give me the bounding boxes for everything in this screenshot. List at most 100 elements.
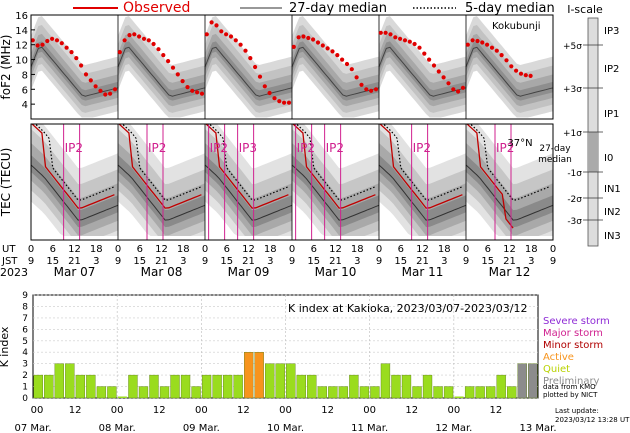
foF2-observed-point xyxy=(161,53,166,58)
tec-observed-line xyxy=(31,124,115,209)
k-xtick-label: 12 xyxy=(153,405,166,416)
i-level-label: IP1 xyxy=(604,109,619,120)
day-label: Mar 10 xyxy=(315,265,357,279)
tec-range-band xyxy=(31,155,118,228)
k-legend-item: Preliminary xyxy=(543,376,600,387)
k-index-bar xyxy=(86,374,96,399)
foF2-range-band xyxy=(205,41,292,101)
k-index-bar xyxy=(191,386,201,399)
sigma-label: +1σ xyxy=(563,129,582,139)
jst-tick-label: 3 xyxy=(180,256,186,267)
k-index-bar xyxy=(528,363,538,399)
last-update-line1: Last update: xyxy=(555,407,599,415)
tec-range-band xyxy=(379,155,466,228)
foF2-ytick-label: 14 xyxy=(15,26,28,37)
foF2-observed-point xyxy=(340,57,345,62)
foF2-ytick-label: 6 xyxy=(22,85,28,96)
k-index-bar xyxy=(222,374,233,399)
foF2-observed-point xyxy=(417,45,422,50)
k-xtick-label: 12 xyxy=(237,405,250,416)
tec-range-band xyxy=(118,155,205,228)
day-label: Mar 09 xyxy=(228,265,270,279)
latitude-label: 37°N xyxy=(507,138,532,149)
k-ytick-label: 8 xyxy=(22,302,28,312)
k-xtick-label: 00 xyxy=(279,405,292,416)
foF2-observed-point xyxy=(296,35,301,40)
foF2-ytick-label: 16 xyxy=(15,11,28,22)
foF2-observed-point xyxy=(103,92,108,97)
foF2-27day-median-line xyxy=(291,46,380,97)
k-legend-item: Quiet xyxy=(543,364,570,375)
ut-tick-label: 6 xyxy=(398,244,404,255)
k-xtick-label: 00 xyxy=(447,405,460,416)
jst-axis-label: JST xyxy=(1,256,18,267)
foF2-observed-point xyxy=(480,40,485,45)
foF2-observed-point xyxy=(325,46,330,51)
k-xtick-label: 00 xyxy=(195,405,208,416)
foF2-observed-point xyxy=(427,57,432,62)
foF2-observed-point xyxy=(369,88,374,93)
k-date-label: 11 Mar. xyxy=(351,423,388,433)
k-xtick-label: 00 xyxy=(31,405,44,416)
tec-range-band xyxy=(466,155,553,228)
ut-tick-label: 0 xyxy=(28,244,34,255)
jst-tick-label: 15 xyxy=(307,256,320,267)
foF2-27day-median-line xyxy=(204,46,293,97)
k-index-bar xyxy=(433,386,443,399)
storm-marker-label: IP2 xyxy=(148,141,166,155)
foF2-observed-point xyxy=(514,68,519,73)
storm-marker-label: IP2 xyxy=(326,141,344,155)
foF2-observed-point xyxy=(354,75,359,80)
i-level-label: IP2 xyxy=(604,64,619,75)
foF2-panel-frame xyxy=(30,14,554,120)
foF2-range-band xyxy=(31,41,118,101)
ut-tick-label: 6 xyxy=(311,244,317,255)
foF2-observed-point xyxy=(267,90,272,96)
k-index-bar xyxy=(138,386,149,399)
k-date-label: 09 Mar. xyxy=(183,423,220,433)
foF2-observed-point xyxy=(64,45,69,50)
foF2-observed-point xyxy=(446,81,451,86)
k-xtick-label: 12 xyxy=(405,405,418,416)
k-index-bar xyxy=(170,374,180,399)
k-index-bar xyxy=(44,374,54,399)
foF2-observed-point xyxy=(306,35,311,41)
k-legend-item: Active xyxy=(543,352,574,363)
ut-tick-label: 0 xyxy=(289,244,295,255)
k-index-bar xyxy=(117,396,127,398)
day-label: Mar 12 xyxy=(489,265,531,279)
k-index-bar xyxy=(286,363,296,399)
foF2-observed-point xyxy=(262,84,267,89)
k-index-bar xyxy=(275,363,285,399)
jst-tick-label: 3 xyxy=(267,256,273,267)
i-level-label: IN3 xyxy=(604,231,621,242)
day-label: Mar 08 xyxy=(141,265,183,279)
k-index-bar xyxy=(496,374,506,399)
ut-tick-label: 18 xyxy=(177,244,190,255)
ut-tick-label: 18 xyxy=(351,244,364,255)
jst-tick-label: 21 xyxy=(242,256,255,267)
foF2-observed-point xyxy=(185,85,190,90)
foF2-observed-point xyxy=(233,38,238,43)
k-index-bar xyxy=(65,363,75,399)
k-legend-item: Minor storm xyxy=(543,340,603,351)
foF2-observed-point xyxy=(45,38,50,44)
foF2-observed-point xyxy=(243,48,248,53)
median-label-line2: median xyxy=(538,155,572,165)
ut-tick-label: 6 xyxy=(137,244,143,255)
foF2-panel: 4 6 8 10 12 14 16 Kokubunji foF2 (MHz) xyxy=(0,11,554,120)
k-ytick-label: 5 xyxy=(22,337,28,347)
foF2-observed-point xyxy=(489,45,495,50)
ut-tick-label: 12 xyxy=(68,244,81,255)
tec-range-band xyxy=(205,155,292,228)
foF2-observed-point xyxy=(441,75,446,80)
k-ytick-label: 6 xyxy=(22,325,28,335)
k-index-bar xyxy=(328,386,338,399)
foF2-observed-point xyxy=(141,36,147,41)
storm-marker-label: IP2 xyxy=(65,141,83,155)
tec-observed-line xyxy=(466,124,514,229)
foF2-observed-point xyxy=(359,82,364,87)
ut-tick-label: 6 xyxy=(50,244,56,255)
